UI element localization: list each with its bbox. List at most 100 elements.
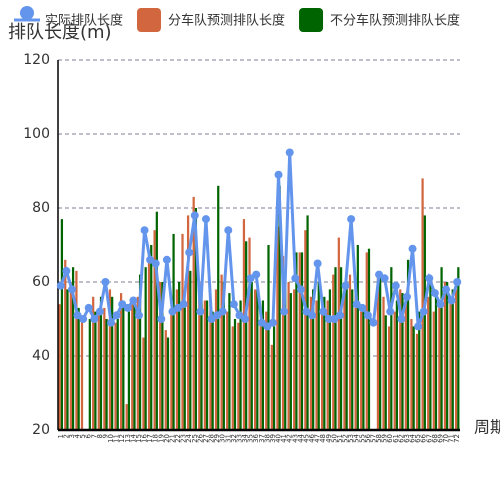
bar: [103, 307, 106, 430]
x-tick-label: 39: [269, 434, 277, 443]
point: [157, 315, 166, 323]
bar: [339, 267, 343, 430]
bar: [183, 300, 186, 430]
bar: [144, 267, 147, 430]
x-tick-label: 42: [286, 434, 294, 443]
x-tick-label: 1: [57, 434, 65, 438]
bar: [454, 289, 458, 430]
x-tick-label: 44: [297, 433, 305, 442]
bar: [131, 300, 134, 430]
bar: [418, 311, 421, 430]
point: [335, 311, 344, 320]
point: [123, 303, 132, 312]
bar: [159, 282, 162, 430]
x-tick-label: 9: [101, 434, 109, 438]
bar: [412, 326, 415, 430]
bar: [138, 274, 142, 430]
point: [134, 311, 143, 320]
bar: [122, 300, 125, 430]
x-tick-label: 10: [107, 434, 115, 443]
bar: [77, 307, 80, 430]
bar: [250, 282, 253, 430]
bar: [287, 282, 290, 430]
bar: [312, 289, 315, 430]
bar: [231, 326, 234, 430]
bar: [438, 304, 441, 430]
point: [190, 211, 199, 220]
x-tick-label: 54: [353, 433, 361, 442]
x-tick-label: 45: [302, 434, 310, 443]
bar: [320, 307, 324, 430]
point: [391, 281, 400, 290]
y-tick-label: 20: [32, 422, 50, 438]
x-tick-label: 21: [168, 434, 176, 443]
point: [386, 307, 395, 316]
bar: [393, 311, 396, 430]
bar: [261, 300, 265, 430]
bar: [326, 300, 329, 430]
x-tick-label: 51: [336, 434, 344, 443]
bar: [172, 233, 175, 430]
bar: [451, 289, 454, 430]
bar: [281, 256, 285, 430]
x-tick-label: 67: [425, 434, 433, 443]
point: [425, 274, 434, 283]
bar: [300, 252, 304, 430]
x-tick-label: 2: [62, 434, 70, 438]
point: [90, 315, 99, 323]
bar: [127, 311, 131, 430]
bar: [427, 296, 430, 430]
x-tick-label: 35: [247, 434, 255, 443]
bar: [111, 296, 114, 430]
bar: [200, 289, 203, 430]
y-axis-title: 排队长度(m): [8, 22, 112, 43]
x-tick-label: 20: [163, 434, 171, 443]
x-tick-label: 14: [129, 433, 137, 442]
bar: [142, 337, 145, 430]
bar: [66, 289, 69, 430]
x-tick-label: 26: [196, 433, 204, 442]
y-tick-label: 80: [32, 200, 50, 216]
bar: [97, 311, 100, 430]
bar: [401, 293, 404, 430]
legend-swatch: [137, 8, 162, 32]
bar: [166, 337, 170, 430]
bar: [356, 245, 359, 430]
x-tick-label: 57: [369, 434, 377, 443]
bar: [178, 282, 181, 430]
point: [436, 300, 445, 309]
bar: [351, 289, 354, 430]
x-tick-label: 7: [90, 434, 98, 438]
point: [369, 318, 378, 327]
point: [107, 318, 116, 327]
x-tick-label: 13: [124, 434, 132, 443]
bar: [390, 267, 393, 430]
bar: [256, 289, 259, 430]
x-tick-label: 70: [442, 434, 450, 443]
bar: [259, 322, 262, 430]
point: [224, 226, 233, 235]
point: [162, 255, 171, 264]
bar: [406, 259, 410, 430]
bar: [198, 282, 201, 430]
x-tick-label: 68: [431, 434, 439, 443]
bar: [434, 296, 438, 430]
x-tick-label: 34: [241, 433, 249, 442]
y-tick-label: 60: [32, 274, 50, 290]
bar: [105, 319, 108, 430]
x-tick-label: 61: [392, 434, 400, 443]
bar: [75, 270, 78, 430]
x-tick-label: 25: [191, 434, 199, 443]
bar: [237, 322, 240, 430]
point: [414, 322, 423, 331]
x-tick-label: 12: [118, 434, 126, 443]
x-tick-label: 33: [235, 434, 243, 443]
bar: [186, 215, 190, 430]
x-tick-label: 49: [325, 434, 333, 443]
legend-label: 不分车队预测排队长度: [330, 13, 460, 29]
bar: [379, 274, 382, 430]
bar: [278, 185, 281, 430]
bar: [217, 185, 220, 430]
legend-swatch: [299, 8, 324, 32]
